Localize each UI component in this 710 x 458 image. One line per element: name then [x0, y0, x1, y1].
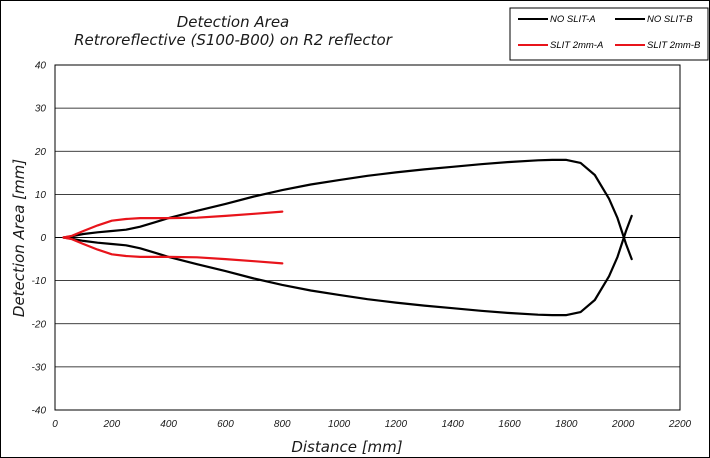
series-line-slit-2mm-b [62, 236, 284, 265]
y-tick-label-8: 40 [35, 61, 47, 72]
x-tick-label-6: 1200 [385, 419, 408, 430]
title-box [55, 8, 510, 60]
y-axis-title: Detection Area [mm] [10, 159, 28, 317]
x-tick-label-3: 600 [217, 419, 234, 430]
x-tick-label-9: 1800 [555, 419, 578, 430]
y-tick-labels: -40 -30 -20 -10 0 10 20 30 40 [32, 61, 47, 417]
series-line-no-slit-a [62, 158, 633, 261]
legend: NO SLIT-A NO SLIT-B SLIT 2mm-A SLIT 2mm-B [509, 7, 709, 61]
x-axis-title: Distance [mm] [291, 438, 402, 456]
y-tick-label-1: -30 [32, 362, 47, 373]
y-tick-label-0: -40 [32, 406, 47, 417]
y-tick-label-3: -10 [32, 276, 47, 287]
legend-label-slit-2mm-b: SLIT 2mm-B [647, 40, 701, 51]
x-tick-label-5: 1000 [328, 419, 351, 430]
x-tick-label-1: 200 [102, 419, 120, 430]
legend-box [509, 7, 709, 61]
y-tick-label-2: -20 [32, 319, 47, 330]
y-tick-label-6: 20 [34, 147, 47, 158]
series-line-slit-2mm-a [62, 210, 284, 239]
x-tick-label-4: 800 [274, 419, 291, 430]
x-tick-labels: 0 200 400 600 800 1000 1200 1400 1600 1800 2000 220… [52, 419, 691, 430]
x-tick-label-2: 400 [160, 419, 177, 430]
legend-label-no-slit-b: NO SLIT-B [647, 14, 693, 25]
y-tick-label-4: 0 [40, 233, 46, 244]
series-line-no-slit-b [62, 214, 633, 317]
x-tick-label-11: 2200 [668, 419, 692, 430]
x-tick-label-10: 2000 [611, 419, 635, 430]
series-layer [62, 158, 633, 317]
chart-title: Detection Area [177, 13, 290, 31]
chart-subtitle: Retroreflective (S100-B00) on R2 reflect… [74, 31, 393, 49]
x-tick-label-7: 1400 [442, 419, 465, 430]
legend-label-slit-2mm-a: SLIT 2mm-A [550, 40, 603, 51]
x-tick-label-0: 0 [52, 419, 58, 430]
grid [55, 107, 680, 368]
legend-label-no-slit-a: NO SLIT-A [550, 14, 596, 25]
y-tick-label-7: 30 [35, 104, 47, 115]
x-tick-label-8: 1600 [498, 419, 521, 430]
y-tick-label-5: 10 [35, 190, 47, 201]
